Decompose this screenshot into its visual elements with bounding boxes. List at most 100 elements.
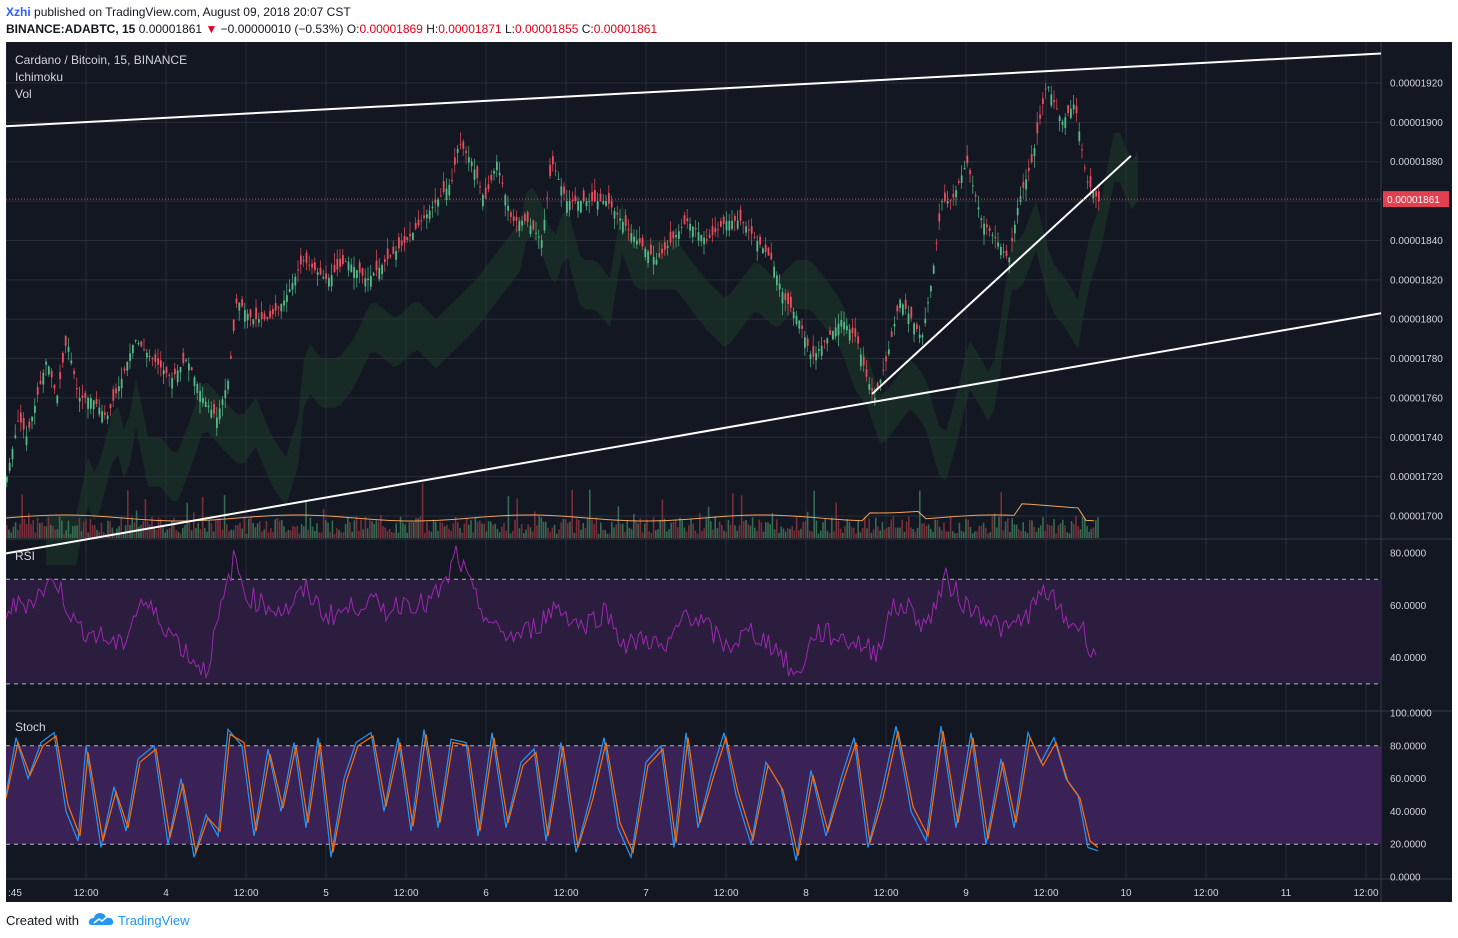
volume-bar <box>593 524 595 538</box>
candle-body <box>123 368 126 371</box>
candle-body <box>76 388 78 390</box>
candle-body <box>361 268 364 276</box>
candle-body <box>792 311 795 319</box>
volume-bar <box>228 531 230 538</box>
volume-bar <box>991 516 994 538</box>
volume-bar <box>439 521 441 538</box>
volume-bar <box>267 532 270 538</box>
tradingview-cloud-icon[interactable] <box>88 911 114 927</box>
volume-bar <box>322 509 325 538</box>
volume-bar <box>406 532 408 538</box>
volume-bar <box>1002 530 1005 538</box>
author-link[interactable]: Xzhi <box>6 5 31 19</box>
candle-body <box>353 267 355 279</box>
volume-bar <box>923 523 925 538</box>
volume-bar <box>542 521 545 538</box>
trendline[interactable] <box>6 52 1382 128</box>
volume-bar <box>120 517 122 538</box>
tradingview-brand-link[interactable]: TradingView <box>118 913 190 928</box>
candle-body <box>767 247 770 256</box>
volume-bar <box>802 522 804 538</box>
candle-body <box>778 283 781 290</box>
candle-body <box>132 344 134 354</box>
volume-bar <box>140 524 142 538</box>
trendline[interactable] <box>6 312 1382 555</box>
volume-bar <box>305 500 307 538</box>
candle-body <box>171 377 173 389</box>
candle-body <box>974 194 977 197</box>
candle-body <box>1011 237 1013 242</box>
volume-bar <box>945 531 947 538</box>
candle-body <box>714 227 717 233</box>
candle-body <box>434 199 437 204</box>
price-tick-label: 0.00001840 <box>1390 236 1443 247</box>
chart-area[interactable]: :45 12:00 4 12:00 5 12:00 6 12:00 7 12:00 8 12:00 9 1… <box>6 42 1452 902</box>
volume-bar <box>551 527 554 538</box>
candle-body <box>932 265 935 274</box>
publish-text: published on TradingView.com, August 09,… <box>34 5 351 19</box>
volume-bar <box>410 521 413 538</box>
candle-body <box>977 207 980 210</box>
volume-bar <box>287 529 290 538</box>
volume-bar <box>481 523 483 538</box>
volume-bar <box>443 526 446 538</box>
candle-body <box>1005 250 1008 257</box>
volume-bar <box>487 521 490 538</box>
volume-bar <box>340 531 342 538</box>
candle-body <box>918 334 921 339</box>
volume-bar <box>771 513 774 538</box>
stoch-legend[interactable]: Stoch <box>15 720 46 734</box>
candle-body <box>168 374 171 376</box>
volume-bar <box>353 520 356 538</box>
candle-body <box>750 226 753 234</box>
candle-body <box>218 408 221 420</box>
candle-body <box>764 244 767 253</box>
candle-body <box>563 186 565 194</box>
candle-body <box>983 223 985 235</box>
volume-bar <box>578 519 580 538</box>
trendline[interactable] <box>871 155 1132 395</box>
publish-info: Xzhi published on TradingView.com, Augus… <box>6 5 351 19</box>
candle-body <box>633 236 635 242</box>
vol-legend[interactable]: Vol <box>15 87 32 101</box>
volume-bar <box>204 527 206 538</box>
candle-body <box>885 356 887 362</box>
volume-bar <box>751 517 754 538</box>
low-value: 0.00001855 <box>514 22 579 36</box>
volume-bar <box>32 520 34 538</box>
candle-body <box>451 180 453 182</box>
rsi-legend[interactable]: RSI <box>15 549 36 563</box>
volume-bar <box>916 527 919 538</box>
candle-body <box>42 372 45 385</box>
volume-bar <box>259 521 261 538</box>
volume-bar <box>1026 533 1029 538</box>
volume-bar <box>523 533 525 538</box>
volume-bar <box>996 527 998 538</box>
volume-bar <box>569 521 571 538</box>
candle-body <box>190 367 193 371</box>
volume-bar <box>809 530 811 538</box>
candle-body <box>308 264 311 266</box>
volume-bar <box>608 533 611 538</box>
volume-bar <box>237 525 239 538</box>
candle-body <box>398 237 400 249</box>
candle-body <box>524 214 526 221</box>
volume-bar <box>371 521 373 538</box>
volume-bar <box>758 519 760 538</box>
candle-body <box>140 341 143 347</box>
volume-bar <box>320 532 323 538</box>
candle-body <box>482 195 484 207</box>
volume-bar <box>179 533 182 538</box>
candle-body <box>650 244 652 255</box>
volume-bar <box>362 529 364 538</box>
ichimoku-legend[interactable]: Ichimoku <box>15 70 64 84</box>
time-tick-label: 4 <box>163 888 169 899</box>
candle-body <box>269 310 271 318</box>
volume-bar <box>901 519 903 538</box>
candle-body <box>462 141 465 149</box>
volume-bar <box>773 529 776 538</box>
volume-bar <box>597 533 600 538</box>
chart-canvas[interactable]: :45 12:00 4 12:00 5 12:00 6 12:00 7 12:00 8 12:00 9 1… <box>6 42 1452 902</box>
candle-body <box>333 264 336 273</box>
candle-body <box>330 275 333 287</box>
